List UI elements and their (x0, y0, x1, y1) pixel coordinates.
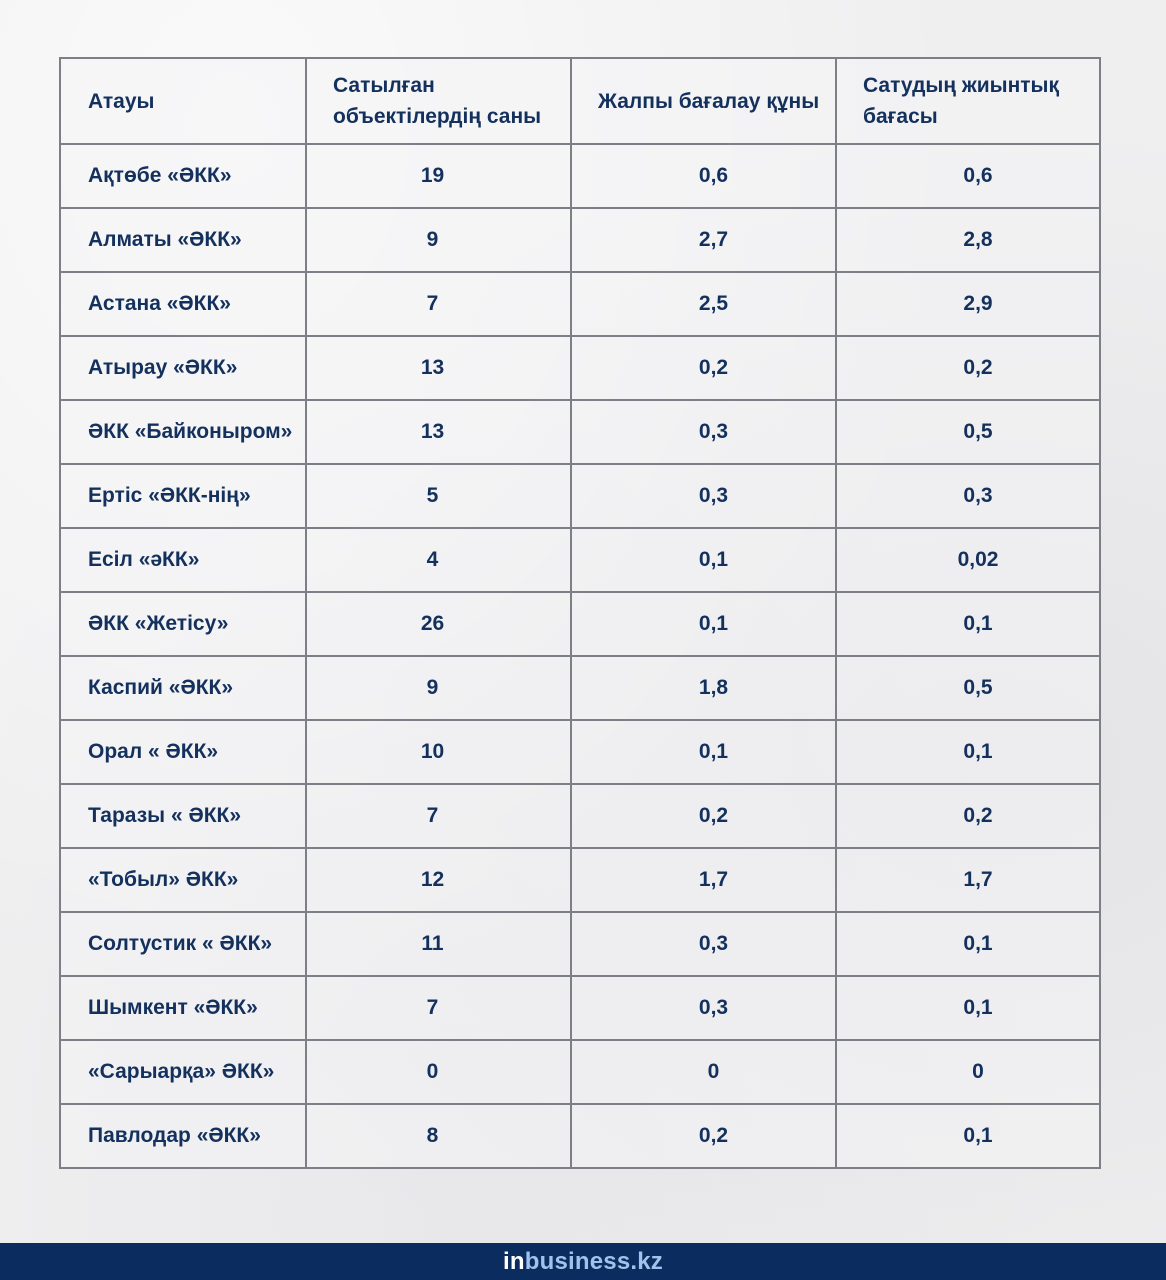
cell-sold-count: 26 (305, 591, 572, 657)
cell-name: «Сарыарқа» ӘКК» (59, 1039, 307, 1105)
cell-total-valuation: 0,1 (570, 719, 837, 785)
table-row: Шымкент «ӘКК» 7 0,3 0,1 (59, 975, 1101, 1041)
cell-total-sale-price: 0,1 (835, 911, 1101, 977)
cell-total-valuation: 0,3 (570, 975, 837, 1041)
cell-total-sale-price: 0,2 (835, 783, 1101, 849)
column-header-name: Атауы (59, 57, 307, 145)
cell-total-sale-price: 0 (835, 1039, 1101, 1105)
cell-total-sale-price: 0,1 (835, 975, 1101, 1041)
brand-prefix: in (503, 1247, 525, 1275)
cell-sold-count: 7 (305, 783, 572, 849)
cell-total-valuation: 2,7 (570, 207, 837, 273)
cell-total-valuation: 0,3 (570, 463, 837, 529)
cell-sold-count: 11 (305, 911, 572, 977)
cell-total-valuation: 0,2 (570, 783, 837, 849)
cell-total-sale-price: 2,8 (835, 207, 1101, 273)
cell-total-valuation: 0,1 (570, 591, 837, 657)
column-header-total-sale-price: Сатудың жиынтық бағасы (835, 57, 1101, 145)
table-row: ӘКК «Жетісу» 26 0,1 0,1 (59, 591, 1101, 657)
cell-name: Есіл «әКК» (59, 527, 307, 593)
cell-name: Атырау «ӘКК» (59, 335, 307, 401)
table-row: Ақтөбе «ӘКК» 19 0,6 0,6 (59, 143, 1101, 209)
table-row: Каспий «ӘКК» 9 1,8 0,5 (59, 655, 1101, 721)
cell-total-sale-price: 0,3 (835, 463, 1101, 529)
table-row: «Тобыл» ӘКК» 12 1,7 1,7 (59, 847, 1101, 913)
table-row: Орал « ӘКК» 10 0,1 0,1 (59, 719, 1101, 785)
cell-total-sale-price: 2,9 (835, 271, 1101, 337)
cell-sold-count: 10 (305, 719, 572, 785)
footer-bar: inbusiness.kz (0, 1243, 1166, 1280)
cell-total-valuation: 0,3 (570, 911, 837, 977)
column-header-sold-count: Сатылған объектілердің саны (305, 57, 572, 145)
table-row: Алматы «ӘКК» 9 2,7 2,8 (59, 207, 1101, 273)
cell-total-sale-price: 0,6 (835, 143, 1101, 209)
column-header-total-valuation: Жалпы бағалау құны (570, 57, 837, 145)
cell-total-valuation: 0,2 (570, 1103, 837, 1169)
cell-sold-count: 19 (305, 143, 572, 209)
data-table: Атауы Сатылған объектілердің саны Жалпы … (59, 57, 1101, 1169)
cell-name: ӘКК «Байконыром» (59, 399, 307, 465)
table-row: Солтустик « ӘКК» 11 0,3 0,1 (59, 911, 1101, 977)
cell-name: Шымкент «ӘКК» (59, 975, 307, 1041)
cell-name: Орал « ӘКК» (59, 719, 307, 785)
table-header-row: Атауы Сатылған объектілердің саны Жалпы … (59, 57, 1101, 145)
table-body: Ақтөбе «ӘКК» 19 0,6 0,6 Алматы «ӘКК» 9 2,7 2,8 А… (59, 143, 1101, 1169)
table-row: Есіл «әКК» 4 0,1 0,02 (59, 527, 1101, 593)
cell-name: «Тобыл» ӘКК» (59, 847, 307, 913)
cell-total-sale-price: 0,5 (835, 399, 1101, 465)
cell-sold-count: 9 (305, 207, 572, 273)
cell-total-sale-price: 0,02 (835, 527, 1101, 593)
cell-sold-count: 5 (305, 463, 572, 529)
table-row: Атырау «ӘКК» 13 0,2 0,2 (59, 335, 1101, 401)
cell-sold-count: 7 (305, 975, 572, 1041)
cell-total-valuation: 0,6 (570, 143, 837, 209)
table-row: Астана «ӘКК» 7 2,5 2,9 (59, 271, 1101, 337)
brand-logo: inbusiness.kz (503, 1248, 663, 1276)
cell-total-sale-price: 0,1 (835, 719, 1101, 785)
cell-sold-count: 8 (305, 1103, 572, 1169)
table-row: Таразы « ӘКК» 7 0,2 0,2 (59, 783, 1101, 849)
cell-total-sale-price: 1,7 (835, 847, 1101, 913)
cell-total-sale-price: 0,1 (835, 1103, 1101, 1169)
cell-name: Астана «ӘКК» (59, 271, 307, 337)
cell-sold-count: 12 (305, 847, 572, 913)
cell-total-valuation: 1,8 (570, 655, 837, 721)
cell-total-sale-price: 0,1 (835, 591, 1101, 657)
cell-total-valuation: 1,7 (570, 847, 837, 913)
table-row: Павлодар «ӘКК» 8 0,2 0,1 (59, 1103, 1101, 1169)
cell-name: Каспий «ӘКК» (59, 655, 307, 721)
cell-name: Таразы « ӘКК» (59, 783, 307, 849)
cell-total-sale-price: 0,5 (835, 655, 1101, 721)
cell-sold-count: 13 (305, 335, 572, 401)
cell-total-valuation: 0,1 (570, 527, 837, 593)
cell-name: Павлодар «ӘКК» (59, 1103, 307, 1169)
cell-sold-count: 4 (305, 527, 572, 593)
cell-name: ӘКК «Жетісу» (59, 591, 307, 657)
cell-total-valuation: 0 (570, 1039, 837, 1105)
cell-name: Алматы «ӘКК» (59, 207, 307, 273)
table-row: Ертіс «ӘКК-нің» 5 0,3 0,3 (59, 463, 1101, 529)
cell-total-sale-price: 0,2 (835, 335, 1101, 401)
cell-total-valuation: 2,5 (570, 271, 837, 337)
cell-name: Солтустик « ӘКК» (59, 911, 307, 977)
data-table-container: Атауы Сатылған объектілердің саны Жалпы … (59, 57, 1101, 1169)
cell-sold-count: 0 (305, 1039, 572, 1105)
table-row: «Сарыарқа» ӘКК» 0 0 0 (59, 1039, 1101, 1105)
cell-sold-count: 13 (305, 399, 572, 465)
cell-sold-count: 9 (305, 655, 572, 721)
cell-sold-count: 7 (305, 271, 572, 337)
cell-total-valuation: 0,3 (570, 399, 837, 465)
brand-domain: business.kz (524, 1247, 663, 1275)
table-row: ӘКК «Байконыром» 13 0,3 0,5 (59, 399, 1101, 465)
cell-total-valuation: 0,2 (570, 335, 837, 401)
cell-name: Ертіс «ӘКК-нің» (59, 463, 307, 529)
cell-name: Ақтөбе «ӘКК» (59, 143, 307, 209)
